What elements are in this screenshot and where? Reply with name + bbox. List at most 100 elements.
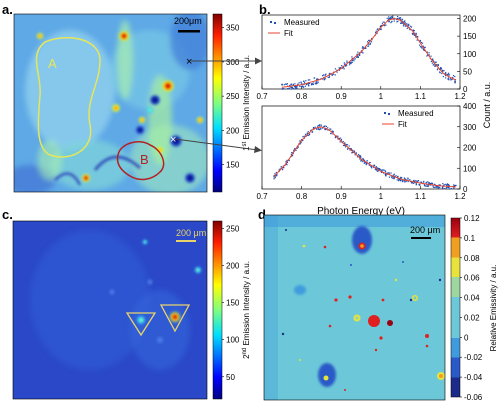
measured-point xyxy=(346,144,349,146)
measured-point xyxy=(359,54,361,56)
colorbar-a-tick-label: 200 xyxy=(226,126,240,135)
measured-point xyxy=(307,79,309,81)
measured-point xyxy=(402,25,405,27)
measured-point xyxy=(423,180,425,183)
region-a-label: A xyxy=(48,56,57,71)
measured-point xyxy=(368,162,371,164)
measured-point xyxy=(286,83,288,85)
measured-point xyxy=(293,149,295,151)
measured-point xyxy=(366,41,369,43)
measured-point xyxy=(351,149,353,151)
measured-point xyxy=(385,24,387,26)
measured-point xyxy=(353,151,356,153)
measured-point xyxy=(405,23,408,25)
measured-point xyxy=(300,142,302,144)
measured-point xyxy=(297,83,299,85)
measured-point xyxy=(442,76,445,78)
measured-point xyxy=(414,182,416,184)
measured-point xyxy=(388,16,390,18)
measured-point xyxy=(418,183,420,186)
measured-point xyxy=(399,178,401,180)
measured-point xyxy=(415,34,417,36)
measured-point xyxy=(434,65,437,67)
measured-point xyxy=(404,181,406,183)
measured-point xyxy=(303,135,305,137)
triangle-marker-right xyxy=(159,304,191,333)
measured-point xyxy=(305,83,308,86)
measured-point xyxy=(304,85,306,87)
measured-point xyxy=(391,16,393,18)
measured-point xyxy=(439,184,441,186)
colorbar-d-tick-label: 0.02 xyxy=(464,313,480,322)
legend-measured-marker xyxy=(270,21,272,23)
measured-point xyxy=(388,173,391,175)
measured-point xyxy=(411,181,414,183)
measured-point xyxy=(305,80,307,82)
measured-point xyxy=(368,45,370,47)
measured-point xyxy=(365,163,368,165)
measured-point xyxy=(286,88,289,90)
measured-point xyxy=(316,78,318,81)
measured-point xyxy=(403,21,405,23)
measured-point xyxy=(274,177,276,179)
panel-label-d: d. xyxy=(258,207,270,222)
measured-point xyxy=(374,32,377,34)
measured-point xyxy=(355,56,358,58)
measured-point xyxy=(413,34,415,36)
measured-point xyxy=(302,139,304,142)
measured-point xyxy=(322,74,325,76)
measured-point xyxy=(328,75,331,77)
measured-point xyxy=(412,182,414,184)
colorbar-a-tick-label: 300 xyxy=(226,58,240,67)
measured-point xyxy=(404,178,406,180)
x-tick-label: 1.2 xyxy=(454,192,466,201)
measured-point xyxy=(415,36,417,38)
measured-point xyxy=(433,63,435,65)
measured-point xyxy=(294,85,296,87)
measured-point xyxy=(409,179,411,181)
measured-point xyxy=(273,178,275,180)
measured-point xyxy=(419,40,422,42)
measured-point xyxy=(336,69,338,71)
measured-point xyxy=(449,188,451,190)
measured-point xyxy=(399,19,401,21)
measured-point xyxy=(297,146,299,148)
scalebar-label-c: 200 μm xyxy=(176,228,206,238)
measured-point xyxy=(430,55,432,57)
measured-point xyxy=(388,172,390,174)
measured-point xyxy=(376,29,378,31)
measured-point xyxy=(300,139,303,141)
measured-point xyxy=(388,18,390,20)
measured-point xyxy=(340,65,343,67)
measured-point xyxy=(404,22,406,24)
measured-point xyxy=(423,49,425,52)
x-tick-label: 0.9 xyxy=(336,192,348,201)
measured-point xyxy=(342,144,345,147)
measured-point xyxy=(371,39,373,41)
measured-point xyxy=(421,181,423,184)
measured-point xyxy=(383,25,386,27)
measured-point xyxy=(353,150,355,152)
measured-point xyxy=(285,163,287,165)
measured-point xyxy=(426,184,428,186)
measured-point xyxy=(280,166,283,168)
measured-point xyxy=(301,83,303,85)
panel-d-map: 200 μm xyxy=(264,215,445,400)
measured-point xyxy=(275,175,277,177)
measured-point xyxy=(311,83,313,85)
colorbar-d-tick-label: 0.08 xyxy=(464,254,480,263)
measured-point xyxy=(390,175,392,177)
measured-point xyxy=(415,183,418,186)
measured-point xyxy=(426,55,428,57)
measured-point xyxy=(312,131,314,133)
measured-point xyxy=(431,58,433,61)
measured-point xyxy=(295,88,298,90)
colorbar-a-tick-label: 250 xyxy=(226,92,240,101)
measured-point xyxy=(362,46,364,48)
measured-point xyxy=(437,187,439,189)
measured-point xyxy=(403,24,405,26)
measured-point xyxy=(424,46,426,48)
measured-point xyxy=(308,82,310,84)
plot-frame xyxy=(261,105,461,190)
measured-point xyxy=(307,134,309,137)
